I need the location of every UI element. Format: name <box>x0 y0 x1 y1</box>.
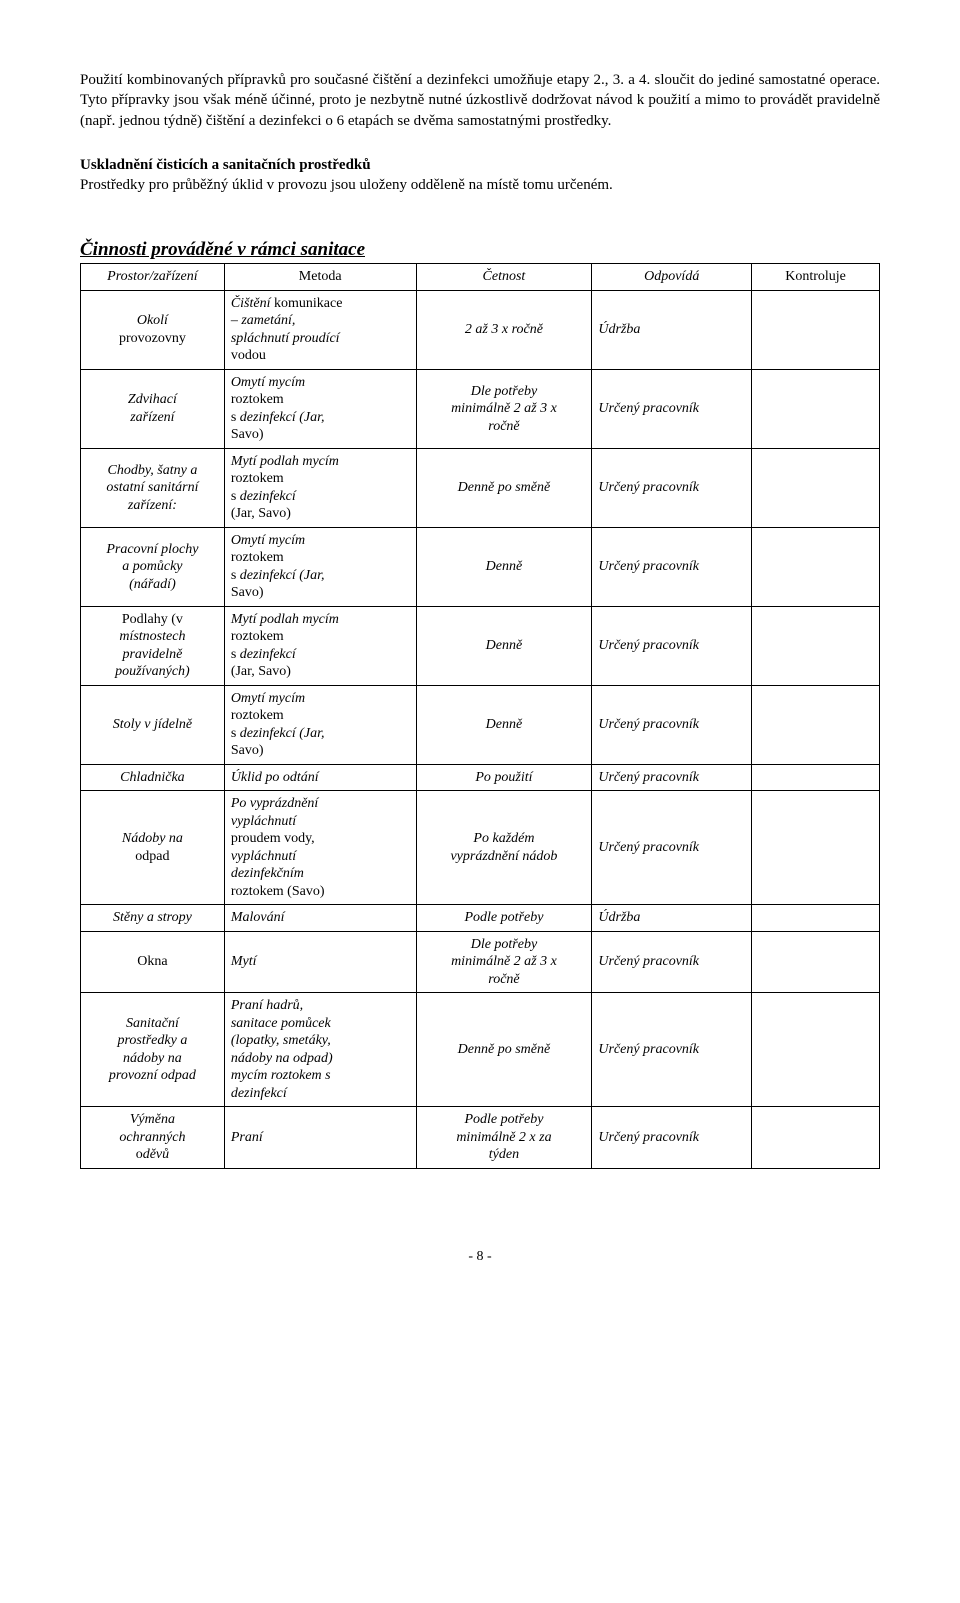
cell-prostor: Chodby, šatny aostatní sanitárnízařízení… <box>81 448 225 527</box>
cell-odpovida: Určený pracovník <box>592 685 752 764</box>
cell-cetnost: Denně <box>416 606 592 685</box>
table-header-row: Prostor/zařízení Metoda Četnost Odpovídá… <box>81 264 880 291</box>
cell-cetnost: Denně <box>416 527 592 606</box>
table-row: Pracovní plochya pomůcky(nářadí)Omytí my… <box>81 527 880 606</box>
cell-odpovida: Určený pracovník <box>592 993 752 1107</box>
cell-kontroluje <box>752 993 880 1107</box>
cell-kontroluje <box>752 527 880 606</box>
col-header-odpovida: Odpovídá <box>592 264 752 291</box>
cell-cetnost: 2 až 3 x ročně <box>416 290 592 369</box>
cell-odpovida: Určený pracovník <box>592 764 752 791</box>
cell-odpovida: Údržba <box>592 290 752 369</box>
cell-kontroluje <box>752 685 880 764</box>
cell-cetnost: Dle potřebyminimálně 2 až 3 xročně <box>416 369 592 448</box>
cell-metoda: Úklid po odtání <box>224 764 416 791</box>
table-heading: Činnosti prováděné v rámci sanitace <box>80 239 880 261</box>
cell-cetnost: Dle potřebyminimálně 2 až 3 xročně <box>416 931 592 993</box>
table-row: Stoly v jídelněOmytí mycímroztokems dezi… <box>81 685 880 764</box>
cell-cetnost: Podle potřeby <box>416 905 592 932</box>
table-row: ChladničkaÚklid po odtáníPo použitíUrčen… <box>81 764 880 791</box>
table-row: Sanitačníprostředky anádoby naprovozní o… <box>81 993 880 1107</box>
cell-kontroluje <box>752 606 880 685</box>
spacer <box>80 199 880 239</box>
cell-metoda: Po vyprázdněnívypláchnutíproudem vody,vy… <box>224 791 416 905</box>
cell-prostor: Okna <box>81 931 225 993</box>
cell-prostor: Chladnička <box>81 764 225 791</box>
cell-cetnost: Po použití <box>416 764 592 791</box>
cell-prostor: Pracovní plochya pomůcky(nářadí) <box>81 527 225 606</box>
cell-kontroluje <box>752 448 880 527</box>
spacer <box>80 135 880 155</box>
paragraph-1: Použití kombinovaných přípravků pro souč… <box>80 70 880 131</box>
cell-metoda: Omytí mycímroztokems dezinfekcí (Jar,Sav… <box>224 527 416 606</box>
cell-metoda: Mytí podlah mycímroztokems dezinfekcí(Ja… <box>224 448 416 527</box>
cell-odpovida: Určený pracovník <box>592 1107 752 1169</box>
table-row: OkolíprovozovnyČištění komunikace– zamet… <box>81 290 880 369</box>
table-row: Chodby, šatny aostatní sanitárnízařízení… <box>81 448 880 527</box>
cell-kontroluje <box>752 369 880 448</box>
cell-metoda: Omytí mycímroztokems dezinfekcí (Jar,Sav… <box>224 369 416 448</box>
cell-prostor: Okolíprovozovny <box>81 290 225 369</box>
cell-cetnost: Denně po směně <box>416 993 592 1107</box>
paragraph-2-title: Uskladnění čisticích a sanitačních prost… <box>80 157 371 173</box>
cell-metoda: Praní hadrů,sanitace pomůcek(lopatky, sm… <box>224 993 416 1107</box>
cell-prostor: Podlahy (vmístnostechpravidelněpoužívaný… <box>81 606 225 685</box>
table-row: Podlahy (vmístnostechpravidelněpoužívaný… <box>81 606 880 685</box>
cell-prostor: Zdvihacízařízení <box>81 369 225 448</box>
table-row: ZdvihacízařízeníOmytí mycímroztokems dez… <box>81 369 880 448</box>
cell-odpovida: Určený pracovník <box>592 791 752 905</box>
cell-prostor: Výměnaochrannýchoděvů <box>81 1107 225 1169</box>
cell-cetnost: Denně po směně <box>416 448 592 527</box>
cell-metoda: Omytí mycímroztokems dezinfekcí (Jar,Sav… <box>224 685 416 764</box>
cell-metoda: Malování <box>224 905 416 932</box>
col-header-metoda: Metoda <box>224 264 416 291</box>
cell-odpovida: Určený pracovník <box>592 369 752 448</box>
cell-metoda: Mytí <box>224 931 416 993</box>
cell-metoda: Praní <box>224 1107 416 1169</box>
table-row: VýměnaochrannýchoděvůPraníPodle potřebym… <box>81 1107 880 1169</box>
table-row: Nádoby naodpadPo vyprázdněnívypláchnutíp… <box>81 791 880 905</box>
cell-prostor: Sanitačníprostředky anádoby naprovozní o… <box>81 993 225 1107</box>
col-header-kontroluje: Kontroluje <box>752 264 880 291</box>
cell-kontroluje <box>752 290 880 369</box>
paragraph-2: Uskladnění čisticích a sanitačních prost… <box>80 155 880 196</box>
cell-metoda: Čištění komunikace– zametání,spláchnutí … <box>224 290 416 369</box>
cell-kontroluje <box>752 905 880 932</box>
table-body: OkolíprovozovnyČištění komunikace– zamet… <box>81 290 880 1168</box>
table-row: OknaMytíDle potřebyminimálně 2 až 3 xroč… <box>81 931 880 993</box>
cell-odpovida: Určený pracovník <box>592 448 752 527</box>
col-header-prostor: Prostor/zařízení <box>81 264 225 291</box>
cell-kontroluje <box>752 1107 880 1169</box>
col-header-cetnost: Četnost <box>416 264 592 291</box>
cell-kontroluje <box>752 764 880 791</box>
cell-kontroluje <box>752 931 880 993</box>
page-footer: - 8 - <box>80 1249 880 1265</box>
cell-odpovida: Určený pracovník <box>592 606 752 685</box>
cell-odpovida: Určený pracovník <box>592 527 752 606</box>
cell-metoda: Mytí podlah mycímroztokems dezinfekcí(Ja… <box>224 606 416 685</box>
cell-prostor: Nádoby naodpad <box>81 791 225 905</box>
sanitation-table: Prostor/zařízení Metoda Četnost Odpovídá… <box>80 263 880 1169</box>
cell-odpovida: Určený pracovník <box>592 931 752 993</box>
cell-odpovida: Údržba <box>592 905 752 932</box>
paragraph-2-body: Prostředky pro průběžný úklid v provozu … <box>80 177 613 193</box>
table-row: Stěny a stropyMalováníPodle potřebyÚdržb… <box>81 905 880 932</box>
cell-cetnost: Podle potřebyminimálně 2 x zatýden <box>416 1107 592 1169</box>
cell-cetnost: Po každémvyprázdnění nádob <box>416 791 592 905</box>
cell-prostor: Stěny a stropy <box>81 905 225 932</box>
cell-prostor: Stoly v jídelně <box>81 685 225 764</box>
cell-kontroluje <box>752 791 880 905</box>
cell-cetnost: Denně <box>416 685 592 764</box>
